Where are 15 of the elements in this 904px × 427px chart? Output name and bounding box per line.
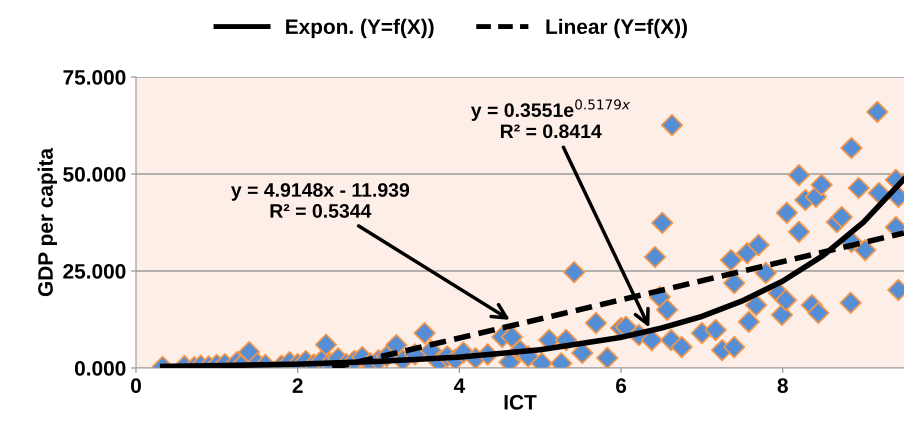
x-tick-label: 4 — [454, 378, 466, 393]
legend-label: Expon. (Y=f(X)) — [286, 18, 434, 38]
y-tick-label: 75.000 — [63, 70, 126, 85]
x-axis-title: ICT — [504, 394, 537, 410]
x-tick-label: 8 — [778, 378, 788, 394]
annotation: y = 0.3551e$^{0.5179x}$ R² = 0.8414 — [470, 99, 630, 138]
y-axis-title: GDP per capita — [38, 148, 58, 296]
x-tick-label: 2 — [292, 378, 303, 393]
y-tick-label: 0.000 — [74, 361, 126, 376]
x-tick-label: 0 — [131, 378, 141, 394]
y-tick-label: 25.000 — [63, 264, 126, 279]
legend-label: Linear (Y=f(X)) — [546, 18, 687, 38]
x-tick-label: 6 — [616, 378, 626, 394]
annotation: y = 4.9148x - 11.939 R² = 0.5344 — [231, 183, 410, 218]
y-tick-label: 50.000 — [63, 167, 126, 182]
